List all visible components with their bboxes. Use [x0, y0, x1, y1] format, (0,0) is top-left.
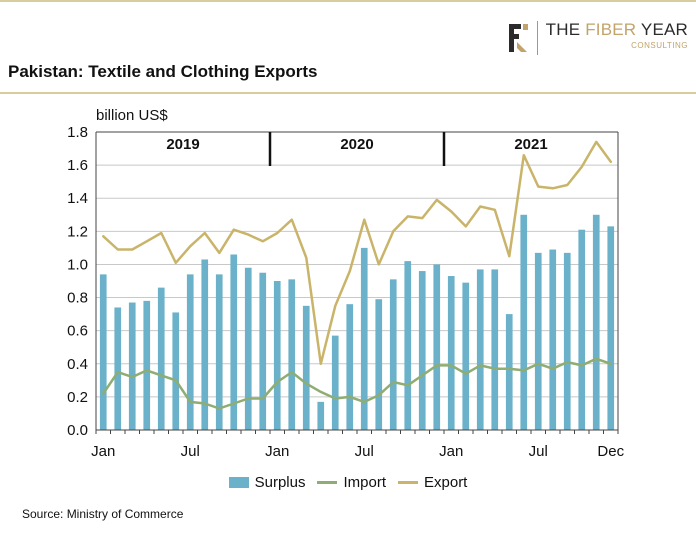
logo-separator — [536, 21, 538, 55]
x-tick-label: Jan — [265, 443, 289, 460]
surplus-bar — [491, 269, 499, 430]
legend: Surplus Import Export — [0, 474, 696, 491]
x-tick-label: Jul — [529, 443, 548, 460]
legend-label-surplus: Surplus — [254, 474, 306, 491]
legend-label-export: Export — [424, 474, 468, 491]
y-tick-label: 1.2 — [67, 223, 88, 240]
surplus-bar — [534, 252, 542, 430]
surplus-bar — [592, 214, 600, 430]
chart-plot: 0.0 0.2 0.4 0.6 0.8 1.0 1.2 1.4 1.6 1.8 Jan Jul Jan J… — [67, 124, 624, 460]
surplus-bar — [447, 276, 455, 430]
surplus-bar — [375, 299, 383, 430]
surplus-bar — [346, 304, 354, 430]
surplus-bar — [186, 274, 194, 430]
legend-item-import: Import — [317, 474, 386, 491]
y-tick-label: 0.2 — [67, 389, 88, 406]
chart-title: Pakistan: Textile and Clothing Exports — [8, 62, 318, 81]
surplus-bar — [99, 274, 107, 430]
surplus-bar — [520, 214, 528, 430]
y-axis-unit-label: billion US$ — [96, 107, 168, 124]
surplus-bar — [317, 401, 325, 430]
logo-name: THE FIBER YEAR — [545, 20, 688, 39]
y-tick-label: 0.8 — [67, 290, 88, 307]
surplus-bar — [549, 249, 557, 430]
surplus-bar — [244, 267, 252, 430]
y-tick-label: 1.6 — [67, 157, 88, 174]
surplus-bar — [418, 271, 426, 430]
year-label: 2021 — [514, 136, 547, 153]
surplus-bar — [288, 279, 296, 430]
y-tick-label: 1.4 — [67, 190, 88, 207]
surplus-bar — [607, 226, 615, 430]
surplus-bar — [172, 312, 180, 430]
import-series-line — [102, 357, 613, 410]
x-tick-label: Jul — [181, 443, 200, 460]
surplus-bar — [230, 254, 238, 430]
company-logo: THE FIBER YEAR CONSULTING — [507, 20, 688, 60]
y-tick-label: 0.6 — [67, 323, 88, 340]
surplus-bar — [273, 281, 281, 430]
surplus-bar — [578, 229, 586, 430]
surplus-bar — [331, 335, 339, 430]
source-note: Source: Ministry of Commerce — [22, 507, 184, 521]
y-tick-label: 0.4 — [67, 356, 88, 373]
legend-item-export: Export — [398, 474, 467, 491]
surplus-bar — [389, 279, 397, 430]
y-tick-label: 1.8 — [67, 124, 88, 141]
surplus-bar — [476, 269, 484, 430]
surplus-bar — [143, 300, 151, 430]
logo-subtitle: CONSULTING — [631, 41, 688, 50]
legend-swatch-import — [317, 481, 338, 484]
y-tick-label: 0.0 — [67, 422, 88, 439]
x-tick-label: Dec — [597, 443, 624, 460]
surplus-bar — [215, 274, 223, 430]
surplus-bar — [433, 264, 441, 430]
title-rule — [0, 92, 696, 94]
surplus-bar — [404, 261, 412, 430]
legend-item-surplus: Surplus — [228, 474, 306, 491]
top-rule — [0, 0, 696, 2]
legend-label-import: Import — [343, 474, 386, 491]
surplus-bar — [201, 259, 209, 430]
surplus-bar — [114, 307, 122, 430]
surplus-bar — [360, 247, 368, 430]
legend-swatch-surplus — [228, 477, 249, 488]
surplus-bar — [128, 302, 136, 430]
surplus-bar — [462, 282, 470, 430]
surplus-bar — [505, 314, 513, 430]
y-tick-label: 1.0 — [67, 256, 88, 273]
surplus-bar — [157, 287, 165, 430]
x-tick-label: Jul — [355, 443, 374, 460]
surplus-bar — [563, 252, 571, 430]
year-label: 2019 — [166, 136, 199, 153]
surplus-bar — [302, 305, 310, 430]
legend-swatch-export — [398, 481, 418, 484]
x-tick-label: Jan — [91, 443, 115, 460]
year-label: 2020 — [340, 136, 373, 153]
export-series-line — [102, 140, 613, 366]
x-tick-label: Jan — [439, 443, 463, 460]
surplus-bar — [259, 272, 267, 430]
fiber-year-logo-icon — [508, 24, 528, 52]
